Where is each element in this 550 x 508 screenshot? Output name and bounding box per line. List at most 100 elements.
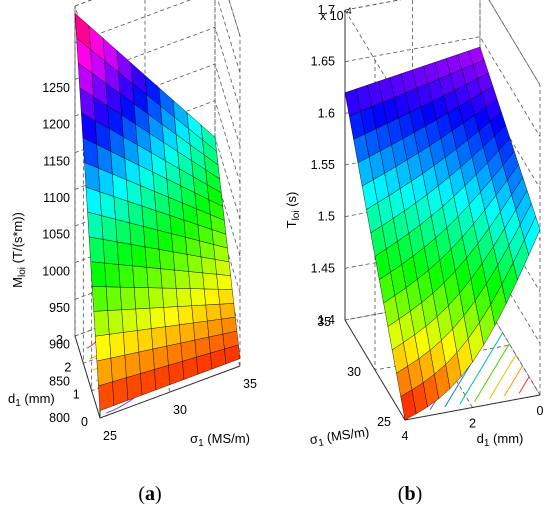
z-tick-label: 1050 bbox=[42, 228, 70, 242]
grid-line bbox=[74, 0, 241, 73]
panel-b-surface bbox=[344, 46, 541, 421]
surface-patch bbox=[221, 316, 238, 335]
grid-line bbox=[344, 0, 541, 86]
surface-patch bbox=[174, 269, 191, 289]
panel-b-x-axis-label: d1 (mm) bbox=[477, 431, 524, 449]
contour-line bbox=[459, 332, 504, 405]
surface-patch bbox=[144, 246, 161, 269]
surface-patch bbox=[177, 305, 194, 325]
z-tick-label: 1.65 bbox=[311, 55, 335, 69]
surface-patch bbox=[140, 369, 157, 396]
surface-patch bbox=[101, 215, 118, 243]
x-tick-label: 4 bbox=[402, 429, 409, 443]
z-tick-label: 800 bbox=[49, 411, 70, 425]
surface-patch bbox=[163, 306, 180, 327]
surface-patch bbox=[132, 265, 149, 288]
z-tick-label: 1100 bbox=[43, 191, 70, 205]
surface-patch bbox=[216, 274, 233, 290]
grid-line bbox=[74, 0, 241, 37]
y-tick-label: 3 bbox=[56, 333, 63, 347]
surface-patch bbox=[137, 328, 154, 353]
surface-patch bbox=[189, 288, 206, 306]
surface-patch bbox=[175, 288, 192, 307]
surface-patch bbox=[154, 365, 171, 391]
z-tick-label: 850 bbox=[49, 374, 70, 388]
surface-patch bbox=[126, 373, 143, 401]
panel-a-label: (a) bbox=[138, 483, 161, 505]
surface-patch bbox=[160, 268, 177, 289]
surface-patch bbox=[121, 308, 138, 333]
z-tick-label: 950 bbox=[49, 301, 70, 315]
z-tick-label: 1.4 bbox=[318, 313, 335, 327]
surface-patch bbox=[179, 322, 196, 344]
contour-line bbox=[489, 354, 517, 400]
surface-patch bbox=[96, 357, 113, 387]
surface-patch bbox=[93, 310, 110, 337]
z-tick-label: 900 bbox=[49, 338, 70, 352]
z-tick-label: 1.45 bbox=[311, 261, 335, 275]
x-tick-label: 0 bbox=[537, 404, 544, 418]
x-tick-label: 2 bbox=[469, 417, 476, 431]
y-tick-label: 1 bbox=[73, 388, 80, 402]
y-tick-label: 0 bbox=[81, 415, 88, 429]
surface-patch bbox=[158, 249, 175, 271]
surface-patch bbox=[219, 303, 236, 320]
surface-patch bbox=[165, 324, 182, 347]
x-tick-label: 30 bbox=[173, 403, 187, 417]
contour-line bbox=[518, 376, 530, 394]
z-tick-label: 1200 bbox=[42, 118, 70, 132]
surface-patch bbox=[193, 320, 210, 341]
surface-patch bbox=[118, 264, 135, 288]
y-tick-label: 2 bbox=[64, 360, 71, 374]
z-tick-label: 1000 bbox=[42, 264, 70, 278]
surface-patch bbox=[172, 251, 189, 272]
surface-patch bbox=[147, 287, 164, 309]
surface-patch bbox=[130, 244, 147, 268]
z-tick-label: 1.6 bbox=[318, 106, 335, 120]
surface-patch bbox=[217, 288, 234, 305]
panel-b-exponent: x 10-4 bbox=[320, 6, 352, 23]
panel-b-label: (b) bbox=[398, 483, 422, 505]
grid-line bbox=[344, 36, 541, 137]
surface-patch bbox=[188, 271, 205, 290]
surface-patch bbox=[115, 218, 132, 245]
surface-patch bbox=[138, 348, 155, 374]
surface-patch bbox=[104, 262, 121, 288]
panel-a-ticks: 8008509009501000105011001150120012502530… bbox=[42, 81, 257, 443]
y-axis-line bbox=[74, 335, 101, 419]
contour-line bbox=[503, 365, 523, 397]
panel-b-y-axis-label: σ1 (MS/m) bbox=[309, 424, 371, 450]
surface-patch bbox=[135, 307, 152, 331]
y-tick-label: 35 bbox=[317, 315, 331, 329]
surface-patch bbox=[105, 286, 122, 311]
x-tick-label: 35 bbox=[243, 377, 257, 391]
z-tick-label: 1.7 bbox=[318, 3, 335, 17]
y-tick-label: 25 bbox=[377, 415, 391, 429]
surface-patch bbox=[110, 354, 127, 382]
panel-b-z-axis-label: Tloi (s) bbox=[284, 192, 302, 229]
surface-patch bbox=[149, 307, 166, 329]
surface-patch bbox=[119, 286, 136, 310]
z-tick-label: 1150 bbox=[43, 154, 70, 168]
surface-patch bbox=[166, 342, 183, 366]
z-tick-label: 1.5 bbox=[318, 210, 335, 224]
panel-a-z-axis-label: Mloi (T/(s*m)) bbox=[10, 212, 28, 288]
panel-a-surface bbox=[74, 12, 241, 411]
x-axis-line bbox=[404, 394, 541, 421]
surface-patch bbox=[524, 216, 541, 256]
surface-patch bbox=[205, 303, 222, 322]
x-tick-label: 25 bbox=[103, 429, 117, 443]
y-tick-label: 30 bbox=[347, 365, 361, 379]
surface-patch bbox=[90, 261, 107, 288]
contour-line bbox=[474, 343, 510, 402]
surface-patch bbox=[146, 267, 163, 289]
surface-patch bbox=[102, 239, 119, 265]
surface-patch bbox=[151, 326, 168, 350]
panel-a-y-axis-label: d1 (mm) bbox=[8, 391, 55, 409]
surface-patch bbox=[133, 287, 150, 310]
surface-patch bbox=[203, 288, 220, 306]
surface-patch bbox=[200, 256, 217, 275]
